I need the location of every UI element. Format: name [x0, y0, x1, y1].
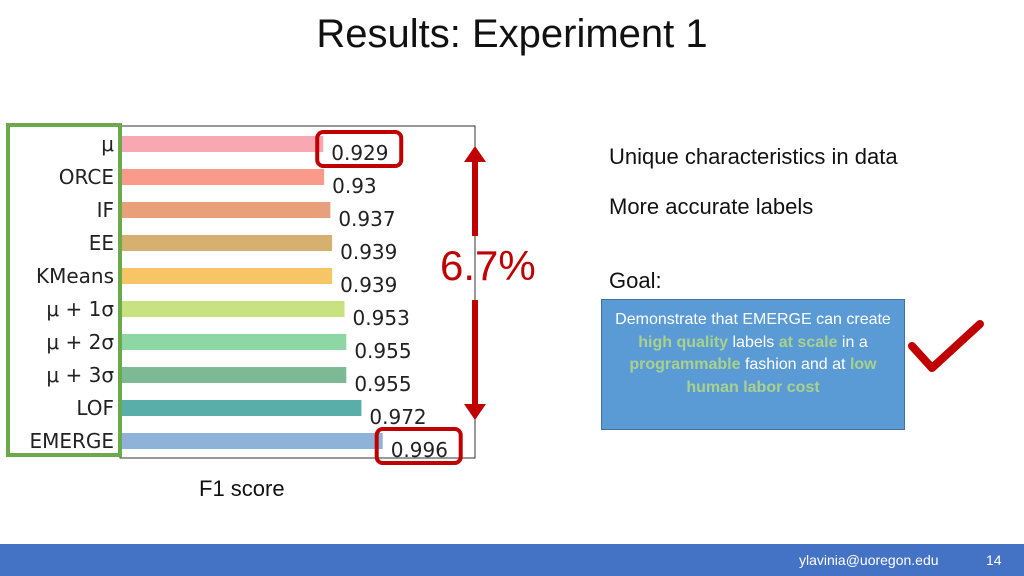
arrow-head-down: [464, 404, 486, 420]
bar: [121, 367, 347, 383]
x-axis-label: F1 score: [199, 476, 285, 501]
goal-box: Demonstrate that EMERGE can create high …: [601, 299, 905, 430]
bar: [121, 268, 333, 284]
goal-text: fashion and at: [740, 356, 850, 373]
footer-bar: [0, 544, 1024, 576]
category-label: μ: [101, 132, 114, 156]
value-label: 0.996: [391, 438, 448, 462]
category-label: LOF: [76, 396, 114, 420]
category-label: EMERGE: [29, 429, 114, 453]
highlight-at-scale: at scale: [778, 333, 838, 351]
goal-label: Goal:: [609, 268, 662, 293]
slide-title: Results: Experiment 1: [316, 12, 708, 56]
value-highlight-box: [315, 130, 404, 168]
bar: [121, 400, 362, 416]
highlight-high-quality: high quality: [638, 333, 729, 351]
improvement-label: 6.7%: [440, 242, 536, 289]
bar: [121, 202, 331, 218]
category-label: μ + 2σ: [46, 330, 114, 354]
value-label: 0.955: [354, 339, 411, 363]
value-label: 0.937: [338, 207, 395, 231]
category-highlight-box: [6, 123, 122, 457]
value-highlight-box: [374, 427, 463, 465]
bar: [121, 433, 383, 449]
category-label: IF: [97, 198, 114, 222]
goal-text: Demonstrate that EMERGE can create: [615, 311, 891, 328]
value-label: 0.955: [354, 372, 411, 396]
value-label: 0.929: [331, 141, 388, 165]
bar: [121, 301, 345, 317]
arrow-head-up: [464, 146, 486, 162]
value-label: 0.939: [340, 273, 397, 297]
category-label: ORCE: [59, 165, 114, 189]
goal-text: labels: [728, 333, 779, 351]
category-label: EE: [89, 231, 114, 255]
goal-text: in a: [837, 333, 868, 351]
category-label: KMeans: [36, 264, 114, 288]
value-label: 0.93: [332, 174, 377, 198]
bar: [121, 334, 347, 350]
bullet-accurate-labels: More accurate labels: [609, 194, 814, 219]
highlight-low-labor-cost: low human labor cost: [686, 356, 877, 396]
highlight-programmable: programmable: [629, 356, 741, 373]
footer-email: ylavinia@uoregon.edu: [799, 552, 939, 568]
value-label: 0.972: [369, 405, 426, 429]
bar: [121, 235, 333, 251]
bullet-unique-characteristics: Unique characteristics in data: [609, 144, 898, 169]
bar: [121, 136, 324, 152]
category-label: μ + 3σ: [46, 363, 114, 387]
value-label: 0.953: [353, 306, 410, 330]
bar: [121, 169, 325, 185]
page-number: 14: [986, 552, 1002, 568]
category-label: μ + 1σ: [46, 297, 114, 321]
checkmark-icon: [908, 320, 984, 372]
f1-bar-chart: μ 0.929 ORCE 0.93 IF 0.937 EE 0.939 KMeans 0.939 μ…: [6, 123, 536, 465]
value-label: 0.939: [340, 240, 397, 264]
